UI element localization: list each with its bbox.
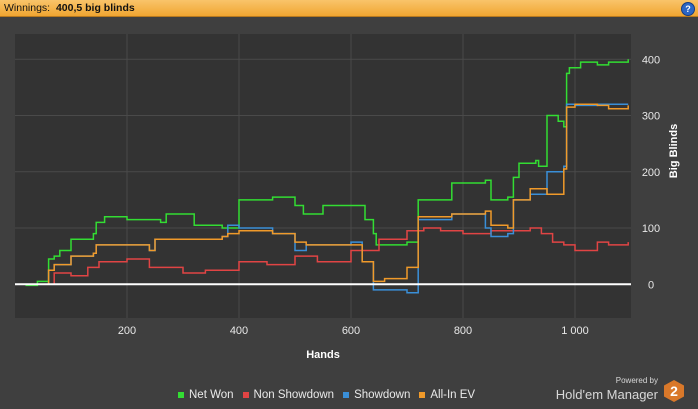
- x-tick-label: 200: [118, 325, 136, 337]
- legend: Net Won Non Showdown Showdown All-In EV: [178, 388, 475, 402]
- legend-label: Non Showdown: [253, 389, 335, 401]
- legend-item-showdown[interactable]: Showdown: [343, 388, 410, 402]
- legend-item-non-showdown[interactable]: Non Showdown: [242, 388, 335, 402]
- brand-name: Hold'em Manager: [555, 387, 658, 402]
- header-bar: Winnings: 400,5 big blinds ?: [0, 0, 698, 17]
- legend-label: Net Won: [189, 389, 234, 401]
- help-icon[interactable]: ?: [681, 2, 695, 16]
- legend-swatch-showdown: [343, 392, 350, 398]
- x-tick-label: 600: [342, 325, 360, 337]
- series-lines: [15, 59, 629, 294]
- x-tick-label: 400: [230, 325, 248, 337]
- series-line-net-won: [15, 59, 629, 287]
- y-axis-label: Big Blinds: [668, 124, 680, 178]
- powered-by-text: Powered by: [615, 376, 658, 385]
- legend-label: Showdown: [354, 389, 411, 401]
- winnings-title: Winnings: 400,5 big blinds: [4, 2, 135, 14]
- y-tick-label: 200: [642, 167, 660, 179]
- y-tick-label: 300: [642, 111, 660, 123]
- series-line-all-in-ev: [15, 103, 629, 286]
- legend-swatch-all-in-ev: [419, 392, 426, 398]
- y-tick-label: 400: [642, 54, 660, 66]
- legend-item-net-won[interactable]: Net Won: [178, 388, 234, 402]
- winnings-value: 400,5 big blinds: [55, 2, 135, 14]
- x-tick-label: 1 000: [561, 325, 589, 337]
- x-tick-label: 800: [454, 325, 472, 337]
- y-tick-labels: 0 100 200 300 400: [642, 54, 660, 291]
- hm2-logo-icon: 2: [664, 380, 684, 402]
- y-tick-label: 100: [642, 223, 660, 235]
- winnings-label: Winnings:: [4, 2, 51, 14]
- x-tick-labels: 200 400 600 800 1 000: [118, 325, 589, 337]
- legend-label: All-In EV: [430, 389, 476, 401]
- hm2-badge-text: 2: [670, 383, 678, 399]
- y-tick-label: 0: [648, 279, 654, 291]
- x-axis-label: Hands: [306, 349, 340, 361]
- winnings-chart: 200 400 600 800 1 000 0 100 200 300 400 Hands Bi…: [15, 34, 680, 361]
- legend-swatch-net-won: [178, 392, 184, 398]
- plot-area: [15, 34, 631, 318]
- legend-swatch-non-showdown: [242, 392, 249, 398]
- legend-item-all-in-ev[interactable]: All-In EV: [419, 388, 475, 402]
- series-line-non-showdown: [15, 227, 629, 286]
